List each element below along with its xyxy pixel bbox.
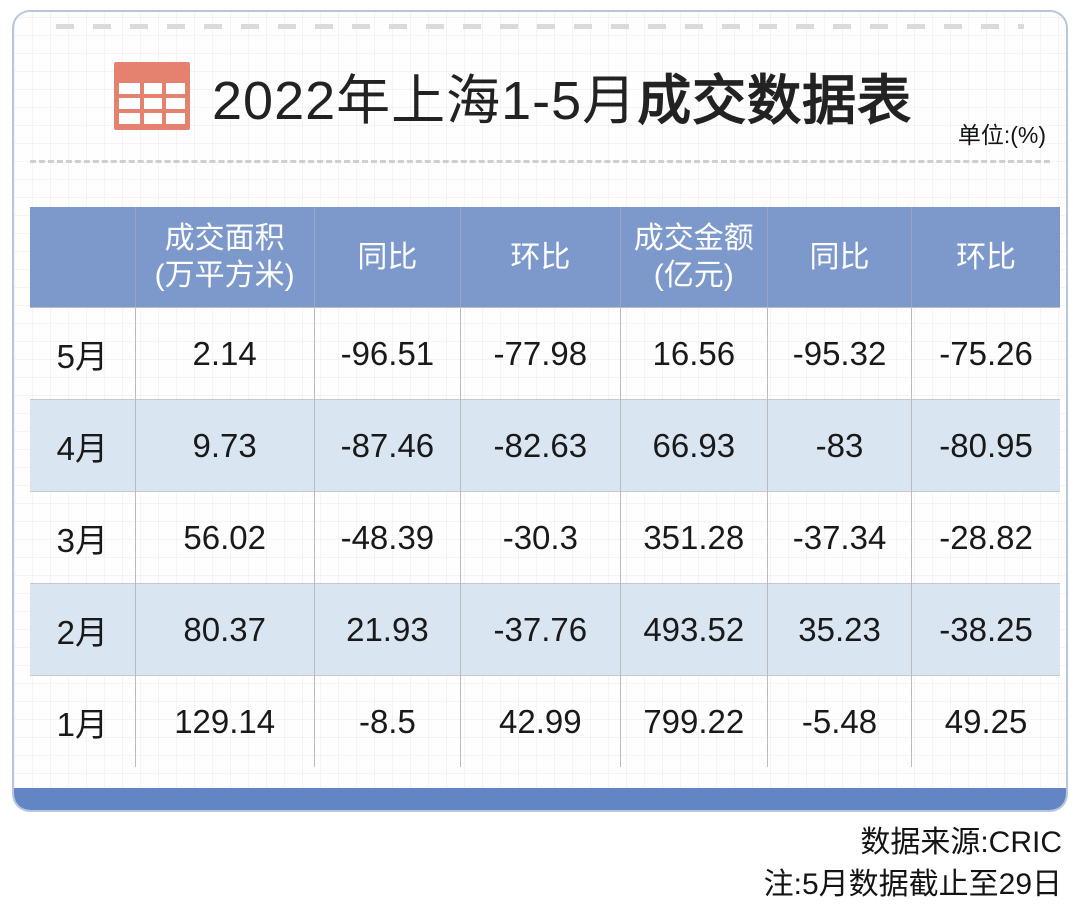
value-cell: 42.99 (460, 675, 621, 767)
value-cell: -77.98 (460, 307, 621, 400)
value-cell: -83 (766, 399, 912, 492)
value-cell: 2.14 (134, 307, 315, 400)
data-note-label: 注:5月数据截止至29日 (763, 868, 1062, 901)
table-row-march: 3月 56.02 -48.39 -30.3 351.28 -37.34 -28.… (30, 491, 1060, 584)
footer: 数据来源:CRIC 注:5月数据截止至29日 (764, 822, 1062, 906)
value-cell: -82.63 (460, 399, 621, 492)
value-cell: -37.76 (460, 583, 621, 676)
header-cell-amount-mom: 环比 (911, 207, 1060, 308)
header-cell-month (30, 207, 136, 308)
value-cell: -75.26 (911, 307, 1060, 400)
header-cell-area-mom: 环比 (460, 207, 621, 308)
value-cell: -87.46 (313, 399, 461, 492)
bottom-accent-bar (14, 788, 1066, 810)
data-source-label: 数据来源:CRIC (860, 826, 1062, 859)
dashed-separator (30, 160, 1050, 163)
value-cell: 16.56 (619, 307, 768, 400)
value-cell: 49.25 (911, 675, 1060, 767)
value-cell: 35.23 (766, 583, 912, 676)
value-cell: 129.14 (134, 675, 315, 767)
table-row-january: 1月 129.14 -8.5 42.99 799.22 -5.48 49.25 (30, 675, 1060, 767)
value-cell: -80.95 (911, 399, 1060, 492)
month-cell: 3月 (56, 521, 108, 559)
table-header-row: 成交面积 (万平方米) 同比 环比 成交金额 (亿元) 同比 环比 (30, 207, 1060, 308)
value-cell: -5.48 (766, 675, 912, 767)
perforation-dashes-decoration (56, 24, 1024, 29)
value-cell: -8.5 (313, 675, 461, 767)
header-cell-area-yoy: 同比 (313, 207, 461, 308)
value-cell: -38.25 (911, 583, 1060, 676)
value-cell: 9.73 (134, 399, 315, 492)
title-row: 2022年上海1-5月成交数据表 (114, 56, 1036, 135)
header-cell-amount: 成交金额 (亿元) (619, 207, 768, 308)
table-row-february: 2月 80.37 21.93 -37.76 493.52 35.23 -38.2… (30, 583, 1060, 676)
value-cell: 351.28 (619, 491, 768, 584)
month-cell: 5月 (56, 337, 108, 375)
value-cell: 799.22 (619, 675, 768, 767)
month-cell: 1月 (56, 705, 108, 743)
value-cell: -48.39 (313, 491, 461, 584)
value-cell: -30.3 (460, 491, 621, 584)
table-grid-icon (114, 61, 190, 130)
value-cell: 66.93 (619, 399, 768, 492)
title-regular-part: 2022年上海1-5月 (212, 71, 638, 131)
header-cell-amount-yoy: 同比 (766, 207, 912, 308)
data-card: 2022年上海1-5月成交数据表 单位:(%) 成交面积 (万平方米) 同比 环比… (12, 10, 1068, 812)
data-table: 成交面积 (万平方米) 同比 环比 成交金额 (亿元) 同比 环比 5月 2.14 … (30, 207, 1060, 767)
unit-label: 单位:(%) (957, 122, 1046, 148)
header-cell-area: 成交面积 (万平方米) (134, 207, 315, 308)
data-table-wrap: 成交面积 (万平方米) 同比 环比 成交金额 (亿元) 同比 环比 5月 2.14 … (30, 207, 1060, 767)
table-row-april: 4月 9.73 -87.46 -82.63 66.93 -83 -80.95 (30, 399, 1060, 492)
value-cell: 493.52 (619, 583, 768, 676)
value-cell: -95.32 (766, 307, 912, 400)
value-cell: 56.02 (134, 491, 315, 584)
month-cell: 4月 (56, 429, 108, 467)
value-cell: 21.93 (313, 583, 461, 676)
table-row-may: 5月 2.14 -96.51 -77.98 16.56 -95.32 -75.2… (30, 307, 1060, 400)
title-bold-part: 成交数据表 (637, 71, 913, 131)
value-cell: -37.34 (766, 491, 912, 584)
value-cell: -96.51 (313, 307, 461, 400)
value-cell: -28.82 (911, 491, 1060, 584)
page-title: 2022年上海1-5月成交数据表 (212, 56, 912, 135)
value-cell: 80.37 (134, 583, 315, 676)
month-cell: 2月 (56, 613, 108, 651)
